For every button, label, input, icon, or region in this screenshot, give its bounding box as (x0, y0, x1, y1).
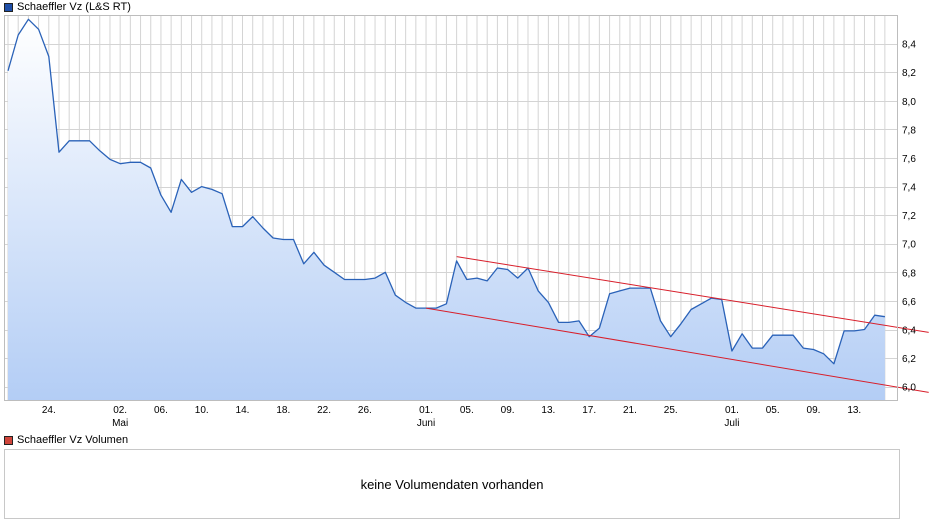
y-tick-label: 7,0 (902, 240, 916, 251)
x-tick-label: 13. (541, 405, 555, 416)
x-tick-label: 14. (236, 405, 250, 416)
x-tick-label: 01. (419, 405, 433, 416)
y-tick-label: 6,0 (902, 383, 916, 394)
x-tick-label: 18. (276, 405, 290, 416)
x-tick-label: 05. (460, 405, 474, 416)
y-tick-label: 8,0 (902, 97, 916, 108)
y-tick-label: 7,2 (902, 211, 916, 222)
price-chart: 6,0 6,2 6,4 6,6 6,8 7,0 7,2 7,4 7,6 7,8 8,0 8,2 8,4 2… (4, 15, 929, 429)
x-tick-label: 17. (582, 405, 596, 416)
y-tick-label: 8,2 (902, 68, 916, 79)
y-tick-label: 7,4 (902, 183, 916, 194)
y-tick-label: 6,8 (902, 268, 916, 279)
x-tick-label: 01. (725, 405, 739, 416)
volume-panel: keine Volumendaten vorhanden (4, 449, 900, 519)
y-tick-label: 8,4 (902, 40, 916, 51)
volume-legend: Schaeffler Vz Volumen (4, 433, 128, 447)
x-tick-label: 09. (501, 405, 515, 416)
price-line (7, 18, 885, 365)
volume-legend-label: Schaeffler Vz Volumen (17, 434, 129, 446)
upper-trendline (456, 256, 929, 333)
price-legend-label: Schaeffler Vz (L&S RT) (17, 1, 131, 13)
x-tick-label: 06. (154, 405, 168, 416)
volume-empty-message: keine Volumendaten vorhanden (360, 477, 544, 492)
x-tick-label: 09. (807, 405, 821, 416)
plot-frame (4, 15, 898, 401)
x-tick-label: 21. (623, 405, 637, 416)
x-tick-label: 24. (42, 405, 56, 416)
x-month-label: Juni (417, 418, 435, 429)
lower-trendline (425, 307, 929, 393)
x-month-label: Mai (112, 418, 128, 429)
x-tick-label: 02. (113, 405, 127, 416)
y-tick-label: 6,6 (902, 297, 916, 308)
volume-legend-swatch (4, 435, 13, 445)
y-tick-label: 7,6 (902, 154, 916, 165)
y-tick-label: 7,8 (902, 125, 916, 136)
price-legend-swatch (4, 2, 13, 12)
x-tick-label: 26. (358, 405, 372, 416)
x-tick-label: 25. (664, 405, 678, 416)
y-tick-label: 6,2 (902, 354, 916, 365)
price-legend: Schaeffler Vz (L&S RT) (4, 0, 131, 14)
x-month-label: Juli (724, 418, 739, 429)
x-tick-label: 10. (195, 405, 209, 416)
x-tick-label: 05. (766, 405, 780, 416)
x-tick-label: 13. (847, 405, 861, 416)
y-tick-label: 6,4 (902, 326, 916, 337)
x-tick-label: 22. (317, 405, 331, 416)
price-area (8, 19, 885, 402)
